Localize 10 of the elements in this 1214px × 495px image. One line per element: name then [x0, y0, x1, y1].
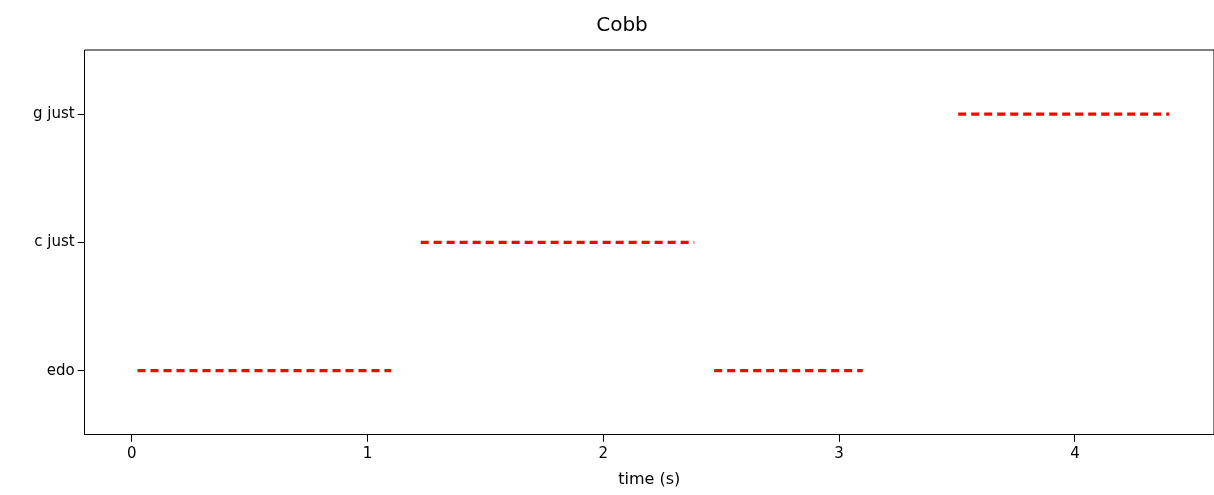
- x-tick-label: 4: [1070, 443, 1080, 462]
- x-tick-label: 1: [362, 443, 373, 462]
- x-tick-label: 2: [598, 443, 609, 462]
- x-tick-label: 3: [834, 443, 844, 462]
- x-axis-title: time (s): [618, 468, 681, 488]
- y-tick-label: c just: [34, 232, 75, 251]
- x-tick-label: 0: [127, 443, 137, 462]
- y-tick-label: edo: [46, 360, 75, 379]
- chart-title: Cobb: [596, 12, 648, 37]
- y-tick-label: g just: [32, 104, 75, 123]
